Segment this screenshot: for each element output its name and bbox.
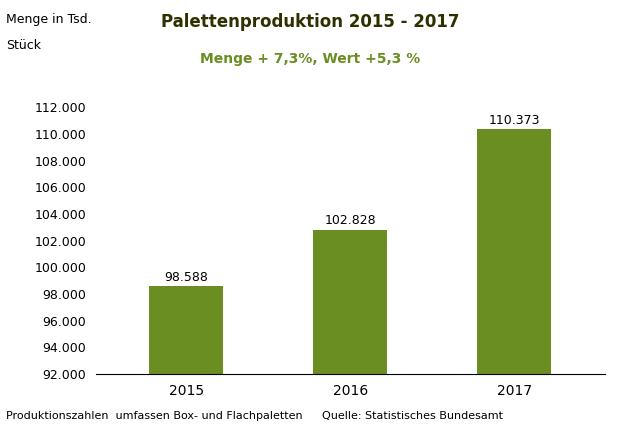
Text: 98.588: 98.588 [164, 270, 208, 284]
Text: Produktionszahlen  umfassen Box- und Flachpaletten: Produktionszahlen umfassen Box- und Flac… [6, 412, 303, 421]
Text: Quelle: Statistisches Bundesamt: Quelle: Statistisches Bundesamt [322, 412, 503, 421]
Text: 102.828: 102.828 [324, 214, 376, 227]
Text: Stück: Stück [6, 39, 41, 52]
Bar [313, 230, 388, 374]
Bar [149, 286, 223, 374]
Bar [477, 129, 551, 374]
Text: Menge in Tsd.: Menge in Tsd. [6, 13, 92, 26]
Text: 110.373: 110.373 [489, 114, 540, 126]
Text: Menge + 7,3%, Wert +5,3 %: Menge + 7,3%, Wert +5,3 % [200, 52, 420, 66]
Text: Palettenproduktion 2015 - 2017: Palettenproduktion 2015 - 2017 [161, 13, 459, 31]
